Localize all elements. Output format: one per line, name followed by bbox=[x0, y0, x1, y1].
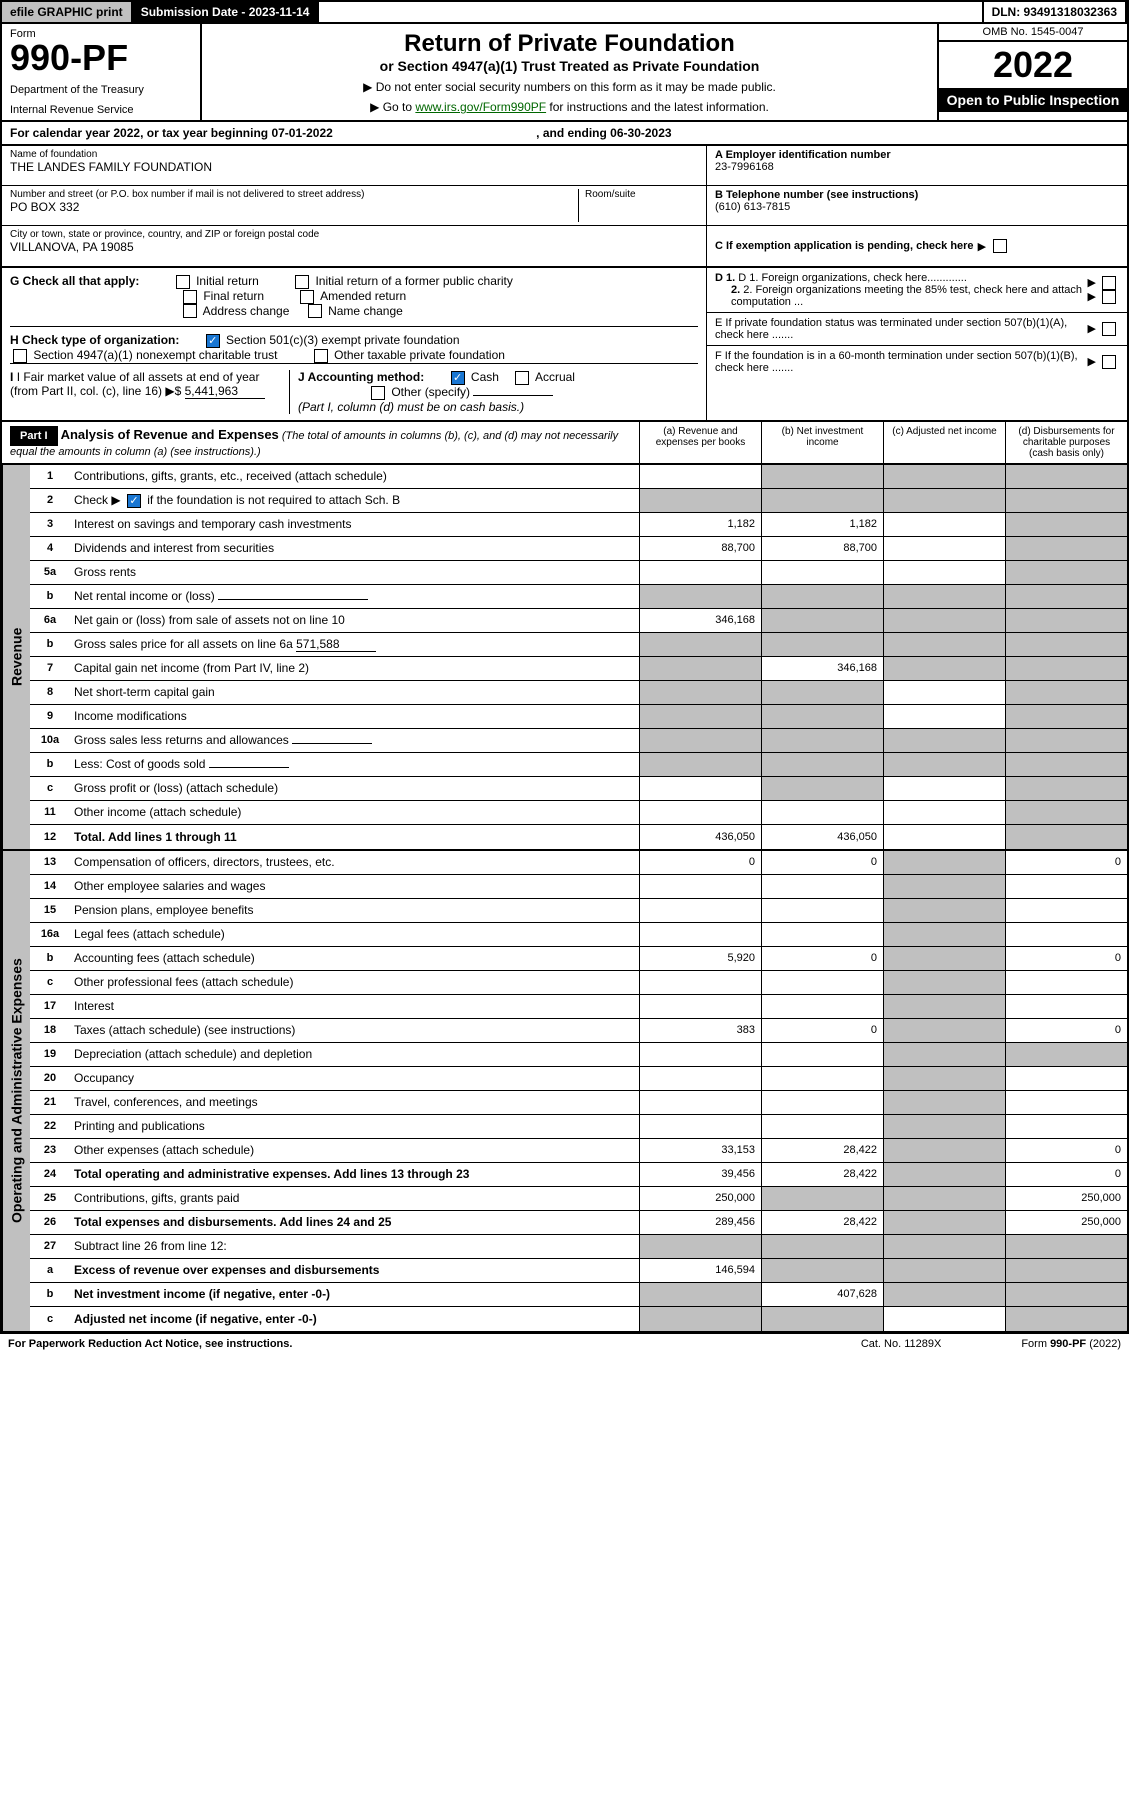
section-e-row: E If private foundation status was termi… bbox=[707, 313, 1127, 346]
city-row: City or town, state or province, country… bbox=[2, 226, 706, 266]
checkbox-other-method[interactable] bbox=[371, 386, 385, 400]
form-number: 990-PF bbox=[10, 40, 192, 76]
dln-label: DLN: 93491318032363 bbox=[982, 2, 1127, 22]
exemption-row: C If exemption application is pending, c… bbox=[707, 226, 1127, 266]
revenue-side-label: Revenue bbox=[2, 465, 30, 849]
instruction-1: ▶ Do not enter social security numbers o… bbox=[210, 80, 929, 94]
checkbox-name[interactable] bbox=[308, 304, 322, 318]
address-row: Number and street (or P.O. box number if… bbox=[2, 186, 706, 226]
section-d: D 1. D 1. Foreign organizations, check h… bbox=[707, 268, 1127, 313]
expenses-table: Operating and Administrative Expenses 13… bbox=[0, 851, 1129, 1333]
form-header: Form 990-PF Department of the Treasury I… bbox=[0, 24, 1129, 122]
checkbox-former[interactable] bbox=[295, 275, 309, 289]
page-footer: For Paperwork Reduction Act Notice, see … bbox=[0, 1333, 1129, 1354]
checkbox-c[interactable] bbox=[993, 239, 1007, 253]
omb-number: OMB No. 1545-0047 bbox=[939, 24, 1127, 42]
checkbox-e[interactable] bbox=[1102, 322, 1116, 336]
part1-header-row: Part I Analysis of Revenue and Expenses … bbox=[0, 422, 1129, 465]
checkbox-amended[interactable] bbox=[300, 290, 314, 304]
section-f-row: F If the foundation is in a 60-month ter… bbox=[707, 346, 1127, 378]
col-d-header: (d) Disbursements for charitable purpose… bbox=[1005, 422, 1127, 463]
section-ij: I I Fair market value of all assets at e… bbox=[10, 363, 698, 414]
sections-g-through-j: G Check all that apply: Initial return I… bbox=[0, 268, 1129, 422]
dept-treasury: Department of the Treasury bbox=[10, 84, 192, 96]
calendar-year-row: For calendar year 2022, or tax year begi… bbox=[0, 122, 1129, 146]
checkbox-accrual[interactable] bbox=[515, 371, 529, 385]
checkbox-other-tax[interactable] bbox=[314, 349, 328, 363]
efile-label[interactable]: efile GRAPHIC print bbox=[2, 2, 133, 22]
col-c-header: (c) Adjusted net income bbox=[883, 422, 1005, 463]
irs-label: Internal Revenue Service bbox=[10, 104, 192, 116]
year-block: OMB No. 1545-0047 2022 Open to Public In… bbox=[937, 24, 1127, 120]
phone-row: B Telephone number (see instructions) (6… bbox=[707, 186, 1127, 226]
col-b-header: (b) Net investment income bbox=[761, 422, 883, 463]
instruction-2: ▶ Go to www.irs.gov/Form990PF for instru… bbox=[210, 100, 929, 114]
part1-badge: Part I bbox=[10, 426, 58, 446]
checkbox-f[interactable] bbox=[1102, 355, 1116, 369]
expenses-side-label: Operating and Administrative Expenses bbox=[2, 851, 30, 1331]
identity-block: Name of foundation THE LANDES FAMILY FOU… bbox=[0, 146, 1129, 268]
irs-link[interactable]: www.irs.gov/Form990PF bbox=[415, 100, 546, 114]
submission-date: Submission Date - 2023-11-14 bbox=[133, 2, 320, 22]
checkbox-address[interactable] bbox=[183, 304, 197, 318]
col-a-header: (a) Revenue and expenses per books bbox=[639, 422, 761, 463]
form-id-block: Form 990-PF Department of the Treasury I… bbox=[2, 24, 202, 120]
footer-center: Cat. No. 11289X bbox=[861, 1338, 942, 1350]
form-subtitle: or Section 4947(a)(1) Trust Treated as P… bbox=[210, 58, 929, 74]
checkbox-4947[interactable] bbox=[13, 349, 27, 363]
checkbox-d2[interactable] bbox=[1102, 290, 1116, 304]
section-h: H Check type of organization: Section 50… bbox=[10, 326, 698, 363]
footer-right: Form 990-PF (2022) bbox=[1021, 1338, 1121, 1350]
foundation-name-row: Name of foundation THE LANDES FAMILY FOU… bbox=[2, 146, 706, 186]
checkbox-schb[interactable] bbox=[127, 494, 141, 508]
tax-year: 2022 bbox=[939, 42, 1127, 88]
checkbox-final[interactable] bbox=[183, 290, 197, 304]
revenue-table: Revenue 1Contributions, gifts, grants, e… bbox=[0, 465, 1129, 851]
inspection-label: Open to Public Inspection bbox=[939, 88, 1127, 112]
checkbox-initial[interactable] bbox=[176, 275, 190, 289]
footer-left: For Paperwork Reduction Act Notice, see … bbox=[8, 1338, 292, 1350]
title-block: Return of Private Foundation or Section … bbox=[202, 24, 937, 120]
checkbox-d1[interactable] bbox=[1102, 276, 1116, 290]
section-g: G Check all that apply: Initial return I… bbox=[10, 274, 698, 318]
top-bar: efile GRAPHIC print Submission Date - 20… bbox=[0, 0, 1129, 24]
ein-row: A Employer identification number 23-7996… bbox=[707, 146, 1127, 186]
form-title: Return of Private Foundation bbox=[210, 30, 929, 58]
checkbox-501c3[interactable] bbox=[206, 334, 220, 348]
checkbox-cash[interactable] bbox=[451, 371, 465, 385]
